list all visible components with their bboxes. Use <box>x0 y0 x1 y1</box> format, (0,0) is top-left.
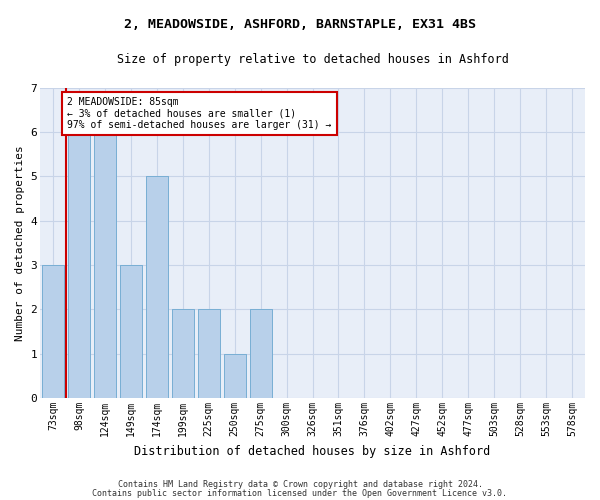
Bar <box>224 354 246 398</box>
Bar <box>224 354 246 398</box>
Bar <box>198 310 220 398</box>
Bar <box>42 265 64 398</box>
Y-axis label: Number of detached properties: Number of detached properties <box>15 145 25 340</box>
Text: Contains public sector information licensed under the Open Government Licence v3: Contains public sector information licen… <box>92 489 508 498</box>
Bar <box>250 310 272 398</box>
Bar <box>94 132 116 398</box>
Bar <box>120 265 142 398</box>
Bar <box>68 132 90 398</box>
Title: Size of property relative to detached houses in Ashford: Size of property relative to detached ho… <box>116 52 508 66</box>
Bar <box>146 176 168 398</box>
Bar <box>42 265 64 398</box>
Bar <box>146 176 168 398</box>
Bar <box>198 310 220 398</box>
Text: 2 MEADOWSIDE: 85sqm
← 3% of detached houses are smaller (1)
97% of semi-detached: 2 MEADOWSIDE: 85sqm ← 3% of detached hou… <box>67 98 332 130</box>
X-axis label: Distribution of detached houses by size in Ashford: Distribution of detached houses by size … <box>134 444 491 458</box>
Bar <box>172 310 194 398</box>
Text: 2, MEADOWSIDE, ASHFORD, BARNSTAPLE, EX31 4BS: 2, MEADOWSIDE, ASHFORD, BARNSTAPLE, EX31… <box>124 18 476 30</box>
Bar <box>250 310 272 398</box>
Bar <box>94 132 116 398</box>
Bar <box>172 310 194 398</box>
Text: Contains HM Land Registry data © Crown copyright and database right 2024.: Contains HM Land Registry data © Crown c… <box>118 480 482 489</box>
Bar <box>68 132 90 398</box>
Bar <box>120 265 142 398</box>
